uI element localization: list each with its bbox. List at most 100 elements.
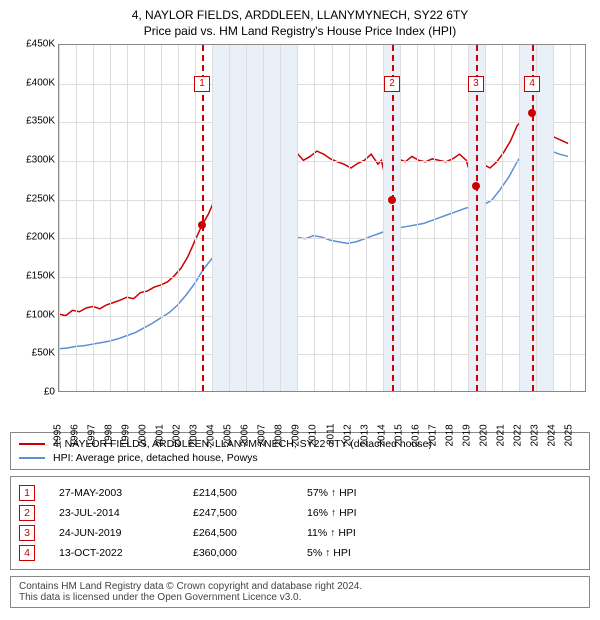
x-axis-label: 2025 bbox=[563, 424, 574, 446]
gridline-v bbox=[485, 45, 486, 391]
gridline-v bbox=[434, 45, 435, 391]
sale-marker-line bbox=[392, 45, 394, 391]
sale-date: 27-MAY-2003 bbox=[59, 487, 169, 499]
gridline-v bbox=[383, 45, 384, 391]
y-axis-label: £150K bbox=[10, 271, 55, 282]
sale-vs-hpi: 11% ↑ HPI bbox=[307, 527, 581, 539]
x-axis-label: 1996 bbox=[70, 424, 81, 446]
gridline-v bbox=[366, 45, 367, 391]
gridline-v bbox=[536, 45, 537, 391]
x-axis-label: 2017 bbox=[427, 424, 438, 446]
sale-row: 3 24-JUN-2019 £264,500 11% ↑ HPI bbox=[19, 523, 581, 543]
title-subtitle: Price paid vs. HM Land Registry's House … bbox=[10, 24, 590, 38]
x-axis-label: 2016 bbox=[410, 424, 421, 446]
gridline-v bbox=[502, 45, 503, 391]
gridline-v bbox=[195, 45, 196, 391]
x-axis-label: 2006 bbox=[240, 424, 251, 446]
gridline-v bbox=[212, 45, 213, 391]
x-axis-label: 2011 bbox=[325, 424, 336, 446]
sale-row: 1 27-MAY-2003 £214,500 57% ↑ HPI bbox=[19, 483, 581, 503]
sale-row: 223-JUL-2014£247,50016% ↑ HPI bbox=[19, 503, 581, 523]
gridline-v bbox=[468, 45, 469, 391]
sale-marker-box: 1 bbox=[194, 76, 210, 92]
gridline-v bbox=[161, 45, 162, 391]
x-axis-label: 2021 bbox=[495, 424, 506, 446]
sale-marker-point bbox=[472, 182, 480, 190]
chart-titles: 4, NAYLOR FIELDS, ARDDLEEN, LLANYMYNECH,… bbox=[10, 8, 590, 38]
x-axis-label: 1998 bbox=[104, 424, 115, 446]
sale-date: 24-JUN-2019 bbox=[59, 527, 169, 539]
gridline-v bbox=[76, 45, 77, 391]
gridline-v bbox=[400, 45, 401, 391]
x-axis-label: 2012 bbox=[342, 424, 353, 446]
x-axis-label: 2023 bbox=[529, 424, 540, 446]
x-axis-label: 2022 bbox=[512, 424, 523, 446]
highlight-band bbox=[212, 45, 297, 391]
gridline-v bbox=[570, 45, 571, 391]
footer-attribution: Contains HM Land Registry data © Crown c… bbox=[10, 576, 590, 608]
x-axis-label: 2005 bbox=[223, 424, 234, 446]
gridline-v bbox=[127, 45, 128, 391]
x-axis-label: 2007 bbox=[257, 424, 268, 446]
legend-row: HPI: Average price, detached house, Powy… bbox=[19, 451, 581, 465]
sale-number-box: 2 bbox=[19, 505, 35, 521]
x-axis-label: 2020 bbox=[478, 424, 489, 446]
y-axis-label: £50K bbox=[10, 348, 55, 359]
sale-number-box: 4 bbox=[19, 545, 35, 561]
x-axis-label: 1997 bbox=[87, 424, 98, 446]
x-axis-label: 2009 bbox=[291, 424, 302, 446]
gridline-v bbox=[144, 45, 145, 391]
y-axis-label: £250K bbox=[10, 193, 55, 204]
gridline-h bbox=[59, 277, 585, 278]
gridline-v bbox=[263, 45, 264, 391]
sale-price: £360,000 bbox=[193, 547, 283, 559]
gridline-v bbox=[297, 45, 298, 391]
legend-swatch bbox=[19, 457, 45, 459]
x-axis-label: 2008 bbox=[274, 424, 285, 446]
gridline-h bbox=[59, 238, 585, 239]
footer-line-1: Contains HM Land Registry data © Crown c… bbox=[19, 581, 581, 592]
x-axis-label: 2004 bbox=[206, 424, 217, 446]
x-axis-label: 1995 bbox=[53, 424, 64, 446]
gridline-v bbox=[332, 45, 333, 391]
plot-area: 1234 bbox=[58, 44, 586, 392]
gridline-v bbox=[451, 45, 452, 391]
sales-table: 1 27-MAY-2003 £214,500 57% ↑ HPI 223-JUL-201… bbox=[10, 476, 590, 570]
x-axis-label: 2014 bbox=[376, 424, 387, 446]
sale-row: 4 13-OCT-2022 £360,000 5% ↑ HPI bbox=[19, 543, 581, 563]
gridline-h bbox=[59, 84, 585, 85]
gridline-v bbox=[280, 45, 281, 391]
sale-marker-point bbox=[528, 109, 536, 117]
gridline-v bbox=[553, 45, 554, 391]
y-axis-label: £200K bbox=[10, 232, 55, 243]
gridline-v bbox=[59, 45, 60, 391]
chart: 1234 £0£50K£100K£150K£200K£250K£300K£350… bbox=[10, 44, 590, 424]
sale-price: £264,500 bbox=[193, 527, 283, 539]
sale-number-box: 1 bbox=[19, 485, 35, 501]
y-axis-label: £350K bbox=[10, 116, 55, 127]
gridline-v bbox=[519, 45, 520, 391]
sale-marker-point bbox=[388, 196, 396, 204]
y-axis-label: £100K bbox=[10, 309, 55, 320]
sale-vs-hpi: 57% ↑ HPI bbox=[307, 487, 581, 499]
sale-marker-line bbox=[476, 45, 478, 391]
legend-swatch bbox=[19, 443, 45, 445]
sale-marker-box: 4 bbox=[524, 76, 540, 92]
sale-marker-line bbox=[532, 45, 534, 391]
sale-date: 13-OCT-2022 bbox=[59, 547, 169, 559]
gridline-h bbox=[59, 161, 585, 162]
y-axis-label: £300K bbox=[10, 155, 55, 166]
sale-vs-hpi: 5% ↑ HPI bbox=[307, 547, 581, 559]
x-axis-label: 2003 bbox=[189, 424, 200, 446]
y-axis-label: £0 bbox=[10, 387, 55, 398]
x-axis-label: 2024 bbox=[546, 424, 557, 446]
x-axis-label: 2019 bbox=[461, 424, 472, 446]
y-axis-label: £400K bbox=[10, 77, 55, 88]
gridline-h bbox=[59, 200, 585, 201]
gridline-v bbox=[93, 45, 94, 391]
sale-marker-box: 2 bbox=[384, 76, 400, 92]
sale-number-box: 3 bbox=[19, 525, 35, 541]
sale-price: £214,500 bbox=[193, 487, 283, 499]
x-axis-label: 2015 bbox=[393, 424, 404, 446]
x-axis-label: 1999 bbox=[121, 424, 132, 446]
